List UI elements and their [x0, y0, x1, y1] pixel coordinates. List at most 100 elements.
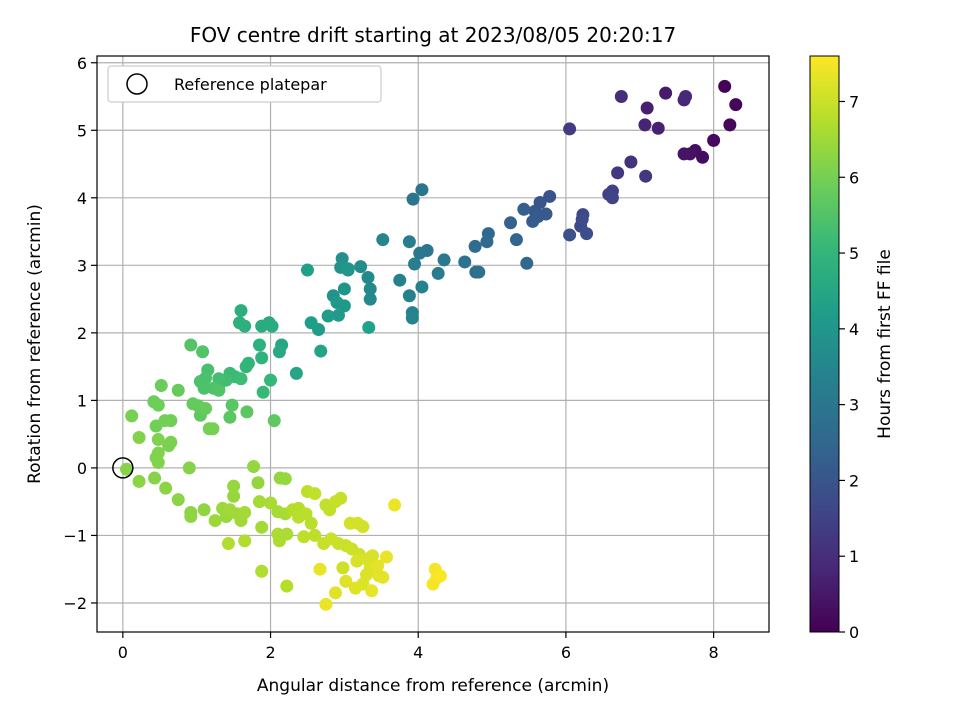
data-point: [182, 461, 196, 475]
data-point: [504, 216, 518, 230]
reference-platepar-marker: [112, 457, 134, 479]
data-point: [151, 433, 165, 447]
x-tick-label: 2: [265, 643, 275, 662]
data-point: [227, 489, 241, 503]
data-point: [356, 520, 370, 534]
data-point: [354, 260, 368, 274]
y-tick-label: 0: [77, 459, 87, 478]
data-point: [197, 503, 211, 517]
data-point: [321, 309, 335, 323]
grid: [97, 56, 769, 632]
data-point: [247, 460, 261, 474]
data-point: [280, 579, 294, 593]
data-point: [624, 155, 638, 169]
data-point: [319, 597, 333, 611]
colorbar-ticks: 0 1 2 3 4 5 6 7: [839, 92, 859, 642]
data-point: [132, 431, 146, 445]
data-point: [729, 98, 743, 112]
y-axis-ticks: −2 −1 0 1 2 3 4 5 6: [63, 54, 97, 613]
data-point: [563, 228, 577, 242]
data-point: [376, 233, 390, 247]
data-point: [278, 472, 292, 486]
data-point: [151, 456, 165, 470]
data-point: [132, 474, 146, 488]
data-point: [640, 101, 654, 115]
data-point: [372, 569, 386, 583]
data-point: [184, 510, 198, 524]
data-point: [379, 550, 393, 564]
data-point: [363, 282, 377, 296]
data-point: [265, 319, 279, 333]
data-point: [659, 86, 673, 100]
data-point: [614, 90, 628, 104]
data-point: [638, 118, 652, 132]
colorbar-tick-label: 5: [849, 244, 859, 263]
data-point: [415, 280, 429, 294]
data-point: [472, 265, 486, 279]
data-point: [238, 505, 252, 519]
data-point: [393, 273, 407, 287]
data-point: [252, 338, 266, 352]
data-point: [563, 122, 577, 136]
data-point: [272, 345, 286, 359]
data-point: [336, 561, 350, 575]
data-point: [406, 192, 420, 206]
plot-frame: [96, 55, 770, 633]
data-point: [208, 514, 222, 528]
data-point: [707, 133, 721, 147]
data-point: [221, 537, 235, 551]
data-point: [365, 549, 379, 563]
data-point: [543, 189, 557, 203]
data-point: [256, 385, 270, 399]
data-point: [413, 246, 427, 260]
chart-title: FOV centre drift starting at 2023/08/05 …: [190, 23, 676, 47]
data-point: [255, 319, 269, 333]
data-point: [151, 398, 165, 412]
y-tick-label: −2: [63, 594, 87, 613]
data-point: [199, 401, 213, 415]
data-point: [251, 476, 265, 490]
data-point: [149, 419, 163, 433]
data-point: [264, 496, 278, 510]
colorbar-tick-label: 2: [849, 471, 859, 490]
data-point: [267, 414, 281, 428]
data-point: [184, 338, 198, 352]
data-point: [337, 299, 351, 313]
x-tick-label: 4: [413, 643, 423, 662]
data-point: [437, 253, 451, 267]
data-point: [300, 263, 314, 277]
colorbar-tick-label: 0: [849, 623, 859, 642]
data-point: [458, 255, 472, 269]
colorbar-label: Hours from first FF file: [875, 249, 895, 439]
data-point: [239, 360, 253, 374]
data-point: [212, 383, 226, 397]
colorbar-tick-label: 1: [849, 547, 859, 566]
data-point: [186, 397, 200, 411]
colorbar-tick-label: 6: [849, 168, 859, 187]
data-point: [196, 345, 210, 359]
data-point: [304, 516, 318, 530]
data-point: [415, 183, 429, 197]
data-point: [408, 257, 422, 271]
data-point: [402, 235, 416, 249]
y-tick-label: 6: [77, 54, 87, 73]
data-point: [605, 191, 619, 205]
colorbar: [809, 55, 840, 633]
data-point: [255, 520, 269, 534]
colorbar-tick-label: 3: [849, 396, 859, 415]
data-point: [255, 351, 269, 365]
data-point: [331, 308, 345, 322]
data-point: [308, 487, 322, 501]
data-point: [509, 233, 523, 247]
data-point: [234, 304, 248, 318]
x-axis-label: Angular distance from reference (arcmin): [257, 676, 609, 696]
data-point: [468, 239, 482, 253]
data-point: [431, 266, 445, 280]
data-point: [371, 559, 385, 573]
legend-reference-marker: [126, 73, 148, 95]
data-point: [341, 262, 355, 276]
data-point: [154, 379, 168, 393]
data-point: [297, 530, 311, 544]
data-point: [677, 147, 691, 161]
